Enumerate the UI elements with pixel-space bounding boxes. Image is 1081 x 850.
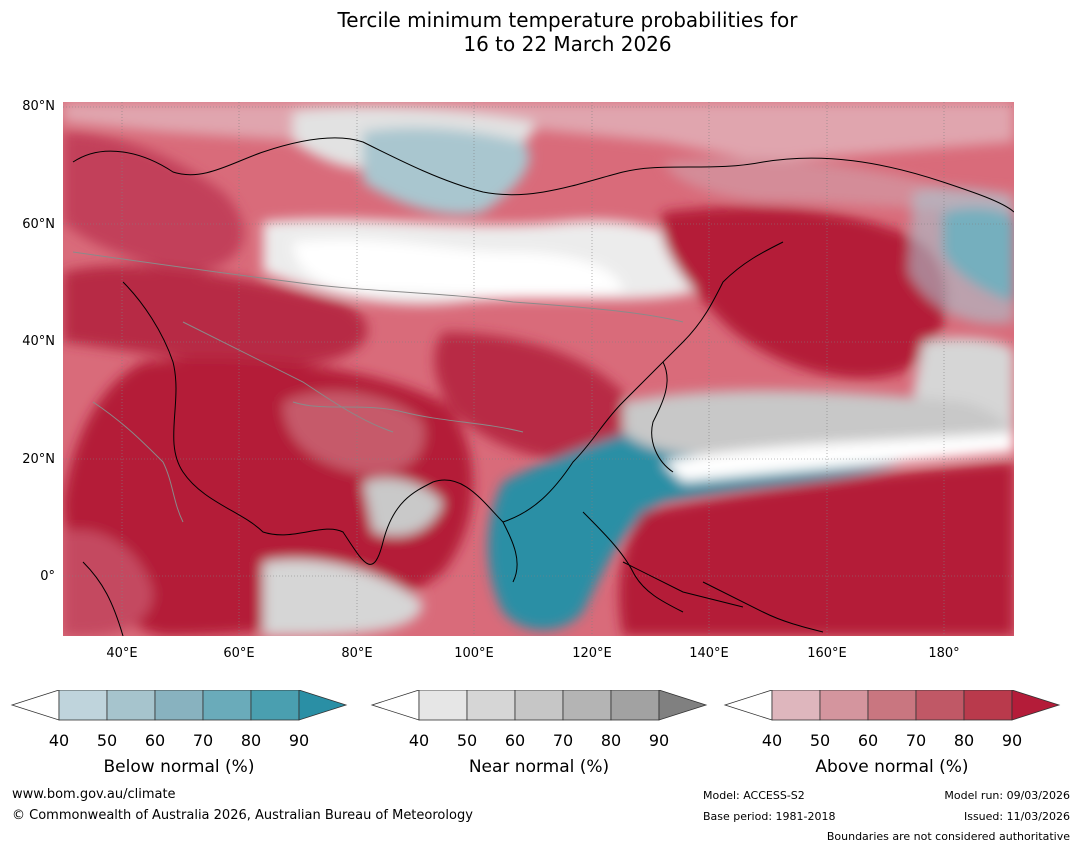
colorbar-below-normal	[10, 690, 348, 721]
lon-label-120e: 120°E	[572, 646, 612, 661]
map-title: Tercile minimum temperature probabilitie…	[0, 8, 1081, 56]
country-boundaries	[72, 251, 684, 523]
colorbar-near-normal	[370, 690, 708, 721]
above-tick-70: 70	[905, 731, 927, 750]
colorbar-near-swatch-6	[658, 690, 708, 721]
lon-label-40e: 40°E	[106, 646, 138, 661]
colorbar-below-swatch-1	[58, 690, 108, 721]
below-tick-40: 40	[48, 731, 70, 750]
legend-near-normal-label: Near normal (%)	[468, 757, 610, 777]
lon-label-100e: 100°E	[454, 646, 494, 661]
colorbar-near-swatch-0	[370, 690, 420, 721]
lon-label-160e: 160°E	[807, 646, 847, 661]
below-tick-50: 50	[96, 731, 118, 750]
above-tick-90: 90	[1001, 731, 1023, 750]
near-tick-70: 70	[552, 731, 574, 750]
colorbar-above-swatch-0	[723, 690, 773, 721]
above-tick-60: 60	[857, 731, 879, 750]
colorbar-above-swatch-5	[963, 690, 1013, 721]
base-period-text: Base period: 1981-2018	[703, 810, 836, 823]
disclaimer-text: Boundaries are not considered authoritat…	[826, 830, 1070, 843]
colorbar-below-swatch-6	[298, 690, 348, 721]
colorbar-above-swatch-4	[915, 690, 965, 721]
website-link[interactable]: www.bom.gov.au/climate	[12, 787, 176, 802]
colorbars	[10, 690, 1061, 721]
colorbar-below-swatch-3	[154, 690, 204, 721]
colorbar-above-swatch-3	[867, 690, 917, 721]
near-tick-80: 80	[600, 731, 622, 750]
probability-map	[63, 102, 1014, 636]
colorbar-above-normal	[723, 690, 1061, 721]
issued-text: Issued: 11/03/2026	[963, 810, 1070, 823]
lat-label-60n: 60°N	[22, 217, 55, 232]
above-tick-50: 50	[809, 731, 831, 750]
coastlines	[72, 137, 1014, 636]
legend-above-normal-label: Above normal (%)	[815, 757, 969, 777]
colorbar-above-swatch-6	[1011, 690, 1061, 721]
colorbar-above-swatch-2	[819, 690, 869, 721]
map-title-line2: 16 to 22 March 2026	[463, 32, 672, 56]
lat-label-80n: 80°N	[22, 99, 55, 114]
model-run-text: Model run: 09/03/2026	[944, 789, 1070, 802]
near-tick-60: 60	[504, 731, 526, 750]
lon-label-60e: 60°E	[223, 646, 255, 661]
lon-label-180: 180°	[928, 646, 960, 661]
colorbar-below-swatch-4	[202, 690, 252, 721]
near-tick-50: 50	[456, 731, 478, 750]
model-text: Model: ACCESS-S2	[703, 789, 805, 802]
above-tick-80: 80	[953, 731, 975, 750]
colorbar-near-swatch-1	[418, 690, 468, 721]
map-title-line1: Tercile minimum temperature probabilitie…	[337, 8, 798, 32]
colorbar-below-swatch-2	[106, 690, 156, 721]
below-tick-60: 60	[144, 731, 166, 750]
colorbar-near-swatch-5	[610, 690, 660, 721]
copyright-text: © Commonwealth of Australia 2026, Austra…	[12, 808, 473, 823]
above-tick-40: 40	[761, 731, 783, 750]
colorbar-below-swatch-5	[250, 690, 300, 721]
map-canvas	[63, 102, 1014, 636]
lat-label-0: 0°	[40, 569, 55, 584]
colorbar-below-swatch-0	[10, 690, 60, 721]
colorbar-near-swatch-2	[466, 690, 516, 721]
graticule	[63, 102, 1014, 636]
below-tick-80: 80	[240, 731, 262, 750]
colorbar-above-swatch-1	[771, 690, 821, 721]
colorbar-near-swatch-3	[514, 690, 564, 721]
near-tick-40: 40	[408, 731, 430, 750]
lat-label-20n: 20°N	[22, 452, 55, 467]
lon-label-80e: 80°E	[341, 646, 373, 661]
lon-label-140e: 140°E	[689, 646, 729, 661]
below-tick-70: 70	[192, 731, 214, 750]
colorbar-near-swatch-4	[562, 690, 612, 721]
legend-below-normal-label: Below normal (%)	[103, 757, 255, 777]
lat-label-40n: 40°N	[22, 334, 55, 349]
near-tick-90: 90	[648, 731, 670, 750]
below-tick-90: 90	[288, 731, 310, 750]
